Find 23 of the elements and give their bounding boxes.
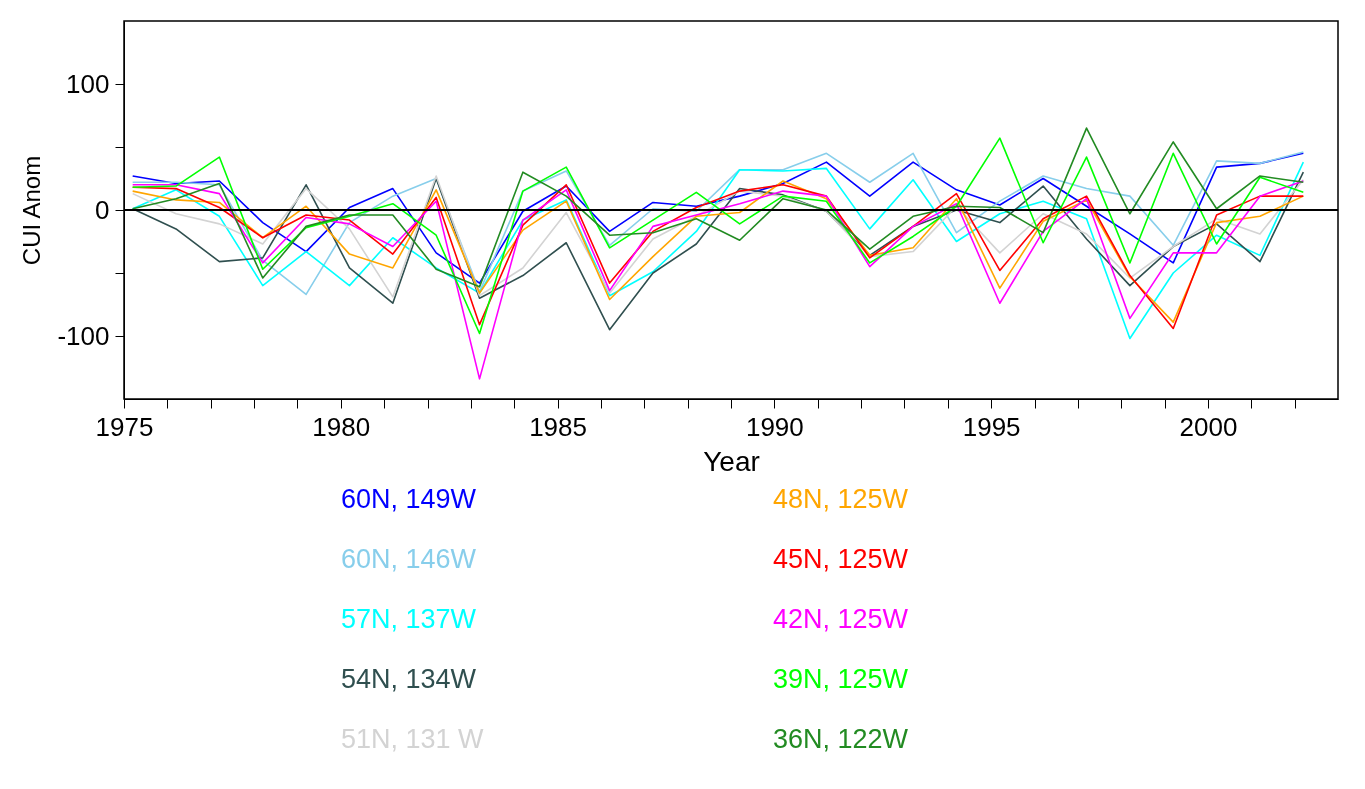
text: 36N, 122W (773, 724, 909, 754)
y-tick-label: 100 (66, 68, 110, 99)
x-tick-label: 1975 (95, 411, 154, 442)
y-tick-label: -100 (57, 320, 110, 351)
text: 42N, 125W (773, 604, 909, 634)
text: 60N, 149W (341, 484, 477, 514)
text: 57N, 137W (341, 604, 477, 634)
x-tick-label: 1990 (745, 411, 804, 442)
line-series (131, 180, 1305, 380)
x-tick-label: 1980 (312, 411, 371, 442)
line-series (131, 175, 1305, 298)
x-tick-label: 2000 (1179, 411, 1238, 442)
text: 60N, 146W (341, 544, 477, 574)
text: 39N, 125W (773, 664, 909, 694)
text: 45N, 125W (773, 544, 909, 574)
y-axis-title: CUI Anom (18, 155, 46, 266)
text: 48N, 125W (773, 484, 909, 514)
x-tick-label: 1985 (529, 411, 587, 442)
text: 54N, 134W (341, 664, 477, 694)
line-series (131, 127, 1305, 288)
x-axis-title: Year (703, 445, 760, 477)
x-tick-label: 1995 (962, 411, 1021, 442)
y-tick-label: 0 (95, 194, 110, 225)
